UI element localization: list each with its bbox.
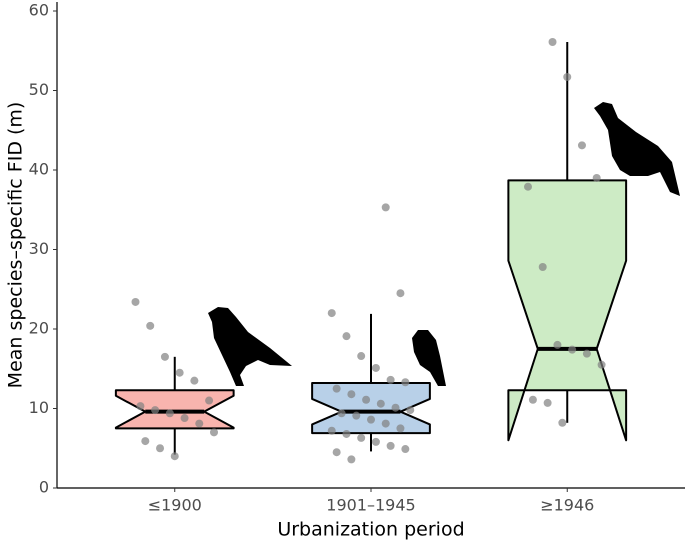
data-point [376, 399, 385, 408]
data-point [175, 368, 184, 377]
data-point [381, 203, 390, 212]
x-tick-label: ≥1946 [540, 496, 594, 515]
bird-1 [208, 307, 292, 386]
y-tick-label: 60 [29, 1, 49, 20]
data-point [401, 445, 410, 454]
data-point [352, 411, 361, 420]
data-point [337, 409, 346, 418]
data-point [558, 418, 567, 427]
y-axis-title: Mean species–specific FID (m) [5, 102, 27, 389]
data-point [401, 378, 410, 387]
data-point [371, 363, 380, 372]
data-point [568, 345, 577, 354]
y-tick-label: 40 [29, 160, 49, 179]
y-tick-label: 0 [39, 478, 49, 497]
data-point [347, 390, 356, 399]
y-tick-label: 20 [29, 319, 49, 338]
x-tick-label: 1901–1945 [326, 496, 415, 515]
data-point [538, 262, 547, 271]
data-point [362, 395, 371, 404]
data-point [592, 173, 601, 182]
data-point [528, 395, 537, 404]
data-point [381, 419, 390, 428]
y-tick-label: 30 [29, 239, 49, 258]
data-point [577, 141, 586, 150]
data-point [342, 429, 351, 438]
data-point [582, 349, 591, 358]
data-point [195, 419, 204, 428]
data-point [386, 441, 395, 450]
data-point [367, 415, 375, 424]
data-point [141, 437, 150, 446]
bird-3 [594, 102, 680, 196]
y-tick-label: 10 [29, 398, 49, 417]
data-point [543, 398, 552, 407]
bird-2 [412, 330, 446, 386]
data-point [332, 384, 341, 393]
data-point [597, 360, 606, 369]
data-point [327, 426, 336, 435]
box [311, 382, 431, 435]
data-point [396, 424, 405, 433]
x-tick-label: ≤1900 [148, 496, 202, 515]
data-point [131, 297, 140, 306]
data-point [553, 340, 562, 349]
data-point [357, 352, 366, 361]
data-point [391, 403, 400, 412]
data-point [386, 375, 395, 384]
data-point [160, 352, 169, 361]
data-point [563, 72, 572, 81]
data-point [156, 444, 165, 453]
data-point [151, 406, 160, 415]
data-point [342, 332, 351, 341]
data-point [347, 455, 356, 464]
data-point [205, 396, 214, 405]
data-point [371, 437, 380, 446]
data-point [524, 182, 532, 191]
bird-silhouettes [208, 102, 680, 386]
data-point [357, 433, 366, 442]
x-axis-title: Urbanization period [277, 519, 464, 541]
box [114, 389, 235, 430]
data-point [146, 321, 155, 330]
data-point [136, 402, 145, 411]
data-point [327, 309, 336, 318]
data-point [165, 409, 174, 418]
data-point [396, 289, 405, 298]
data-point [170, 452, 179, 461]
data-point [190, 376, 199, 385]
data-point [332, 448, 341, 457]
data-point [210, 428, 218, 437]
data-point [548, 38, 557, 47]
box [507, 179, 628, 442]
data-point [180, 414, 189, 423]
data-point [406, 406, 415, 415]
y-tick-label: 50 [29, 80, 49, 99]
